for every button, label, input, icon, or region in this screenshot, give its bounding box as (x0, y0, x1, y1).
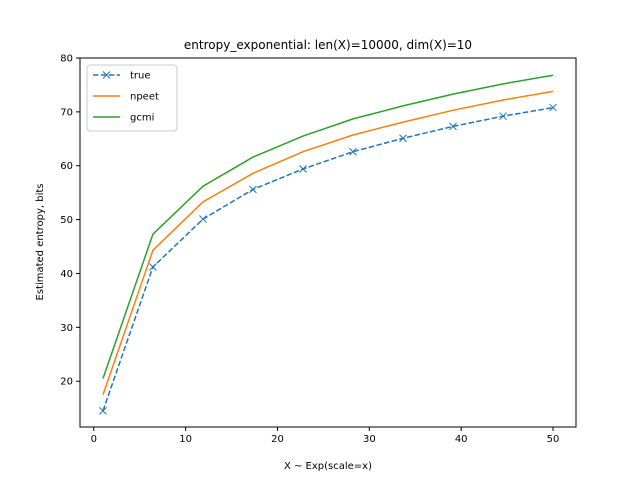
y-tick-label: 70 (60, 107, 73, 118)
legend-item-gcmi: gcmi (93, 113, 154, 124)
series-line-npeet (102, 90, 554, 395)
x-tick-label: 10 (179, 434, 192, 445)
y-tick-label: 40 (60, 269, 73, 280)
legend-item-true: true (93, 71, 151, 82)
x-tick-label: 0 (91, 434, 97, 445)
axes-frame (79, 57, 577, 428)
y-axis: 20 30 40 50 60 70 80 (60, 54, 80, 388)
legend-label: npeet (130, 92, 159, 103)
x-tick-label: 30 (363, 434, 376, 445)
x-axis-label: X ~ Exp(scale=x) (284, 461, 372, 472)
x-axis: 0 10 20 30 40 50 (91, 427, 560, 445)
series-line-gcmi (102, 74, 554, 379)
data-point-true (149, 263, 157, 271)
data-point-true (249, 185, 257, 194)
y-tick-label: 80 (60, 54, 73, 65)
plot-area (79, 57, 577, 428)
y-tick-label: 30 (60, 323, 73, 334)
y-tick-label: 20 (60, 377, 73, 388)
legend-box (86, 64, 178, 132)
data-point-true (99, 406, 107, 415)
data-point-true (199, 215, 207, 223)
x-tick-label: 40 (455, 434, 468, 445)
data-point-true (349, 147, 357, 156)
series-line-true (102, 106, 554, 412)
chart-title: entropy_exponential: len(X)=10000, dim(X… (184, 38, 472, 52)
legend-label: true (130, 71, 151, 82)
y-axis-label: Estimated entropy, bits (35, 184, 46, 301)
x-tick-label: 20 (271, 434, 284, 445)
legend-item-npeet: npeet (93, 92, 159, 103)
legend: true npeet gcmi (86, 64, 178, 132)
data-point-true (449, 122, 457, 131)
legend-label: gcmi (130, 113, 154, 124)
data-point-true (549, 103, 557, 112)
x-tick-label: 50 (547, 434, 560, 445)
y-tick-label: 60 (60, 161, 73, 172)
data-point-true (299, 165, 307, 173)
y-tick-label: 50 (60, 215, 73, 226)
series-layer (99, 74, 557, 415)
data-point-true (399, 134, 407, 143)
data-point-true (499, 112, 507, 121)
